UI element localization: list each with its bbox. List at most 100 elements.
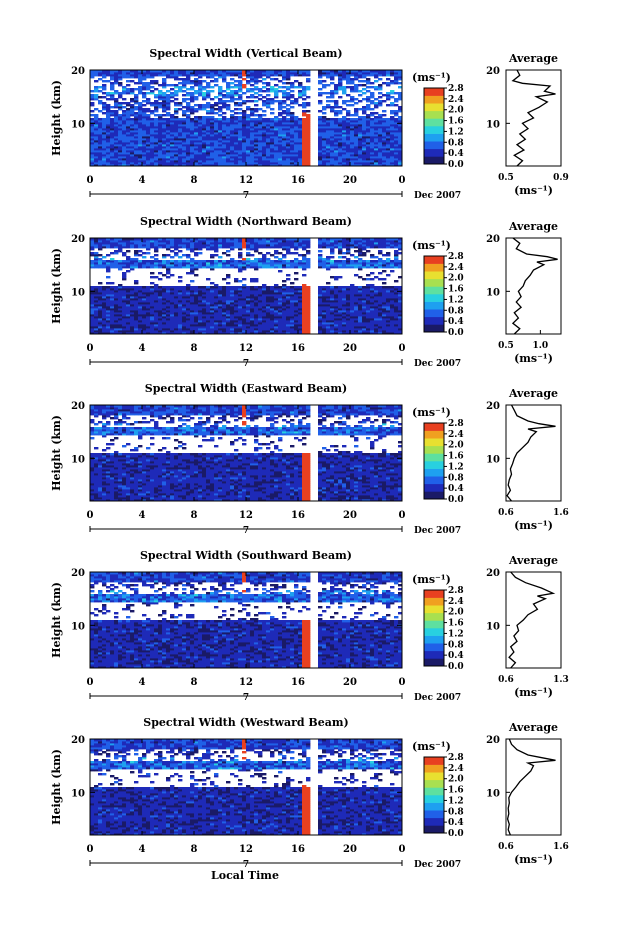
heatmap-cell bbox=[90, 140, 95, 143]
heatmap-cell bbox=[318, 110, 323, 113]
heatmap-cell bbox=[186, 140, 191, 143]
heatmap-cell bbox=[90, 94, 95, 97]
heatmap-cell bbox=[90, 144, 95, 147]
heatmap-cell bbox=[298, 286, 303, 289]
heatmap-cell bbox=[202, 118, 207, 121]
heatmap-cell bbox=[102, 122, 107, 125]
heatmap-cell bbox=[150, 144, 155, 147]
heatmap-cell bbox=[162, 140, 167, 143]
heatmap-cell bbox=[234, 84, 239, 87]
heatmap-cell bbox=[126, 134, 131, 137]
heatmap-cell bbox=[202, 116, 207, 119]
heatmap-cell bbox=[174, 152, 179, 155]
heatmap-cell bbox=[202, 156, 207, 159]
heatmap-cell bbox=[194, 70, 199, 73]
heatmap-cell bbox=[206, 164, 211, 167]
heatmap-cell bbox=[214, 254, 219, 257]
heatmap-cell bbox=[222, 286, 227, 289]
heatmap-cell bbox=[130, 90, 135, 93]
heatmap-cell bbox=[166, 132, 171, 135]
heatmap-cell bbox=[138, 78, 143, 81]
heatmap-cell bbox=[142, 112, 147, 115]
heatmap-cell bbox=[338, 106, 343, 109]
heatmap-cell bbox=[182, 156, 187, 159]
heatmap-cell bbox=[102, 72, 107, 75]
heatmap-cell bbox=[122, 156, 127, 159]
heatmap-cell bbox=[194, 72, 199, 75]
heatmap-cell bbox=[194, 116, 199, 119]
heatmap-cell bbox=[246, 96, 251, 99]
heatmap-cell bbox=[154, 114, 159, 117]
heatmap-cell bbox=[158, 94, 163, 97]
heatmap-cell bbox=[122, 150, 127, 153]
heatmap-cell bbox=[122, 126, 127, 129]
heatmap-cell bbox=[294, 272, 299, 275]
heatmap-cell bbox=[130, 104, 135, 107]
heatmap-cell bbox=[118, 108, 123, 111]
heatmap-cell bbox=[130, 162, 135, 165]
heatmap-cell bbox=[218, 164, 223, 167]
heatmap-cell bbox=[182, 84, 187, 87]
heatmap-cell bbox=[170, 148, 175, 151]
heatmap-cell bbox=[94, 88, 99, 91]
heatmap-cell bbox=[206, 152, 211, 155]
heatmap-cell bbox=[110, 158, 115, 161]
heatmap-cell bbox=[218, 142, 223, 145]
heatmap-cell bbox=[262, 100, 267, 103]
heatmap-cell bbox=[278, 100, 283, 103]
heatmap-cell bbox=[190, 108, 195, 111]
heatmap-cell bbox=[178, 126, 183, 129]
heatmap-cell bbox=[130, 130, 135, 133]
heatmap-cell bbox=[134, 120, 139, 123]
heatmap-cell bbox=[234, 102, 239, 105]
heatmap-cell bbox=[170, 116, 175, 119]
heatmap-cell bbox=[134, 160, 139, 163]
heatmap-cell bbox=[226, 282, 231, 285]
heatmap-cell bbox=[98, 254, 103, 257]
heatmap-cell bbox=[142, 134, 147, 137]
heatmap-cell bbox=[114, 140, 119, 143]
heatmap-cell bbox=[206, 162, 211, 165]
heatmap-cell bbox=[182, 162, 187, 165]
heatmap-cell bbox=[194, 252, 199, 255]
heatmap-cell bbox=[166, 160, 171, 163]
heatmap-cell bbox=[110, 134, 115, 137]
heatmap-cell bbox=[158, 272, 163, 275]
heatmap-cell bbox=[202, 98, 207, 101]
heatmap-cell bbox=[210, 130, 215, 133]
heatmap-cell bbox=[206, 74, 211, 77]
heatmap-cell bbox=[162, 162, 167, 165]
heatmap-cell bbox=[146, 140, 151, 143]
heatmap-cell bbox=[138, 286, 143, 289]
heatmap-cell bbox=[166, 108, 171, 111]
heatmap-cell bbox=[210, 260, 215, 263]
heatmap-cell bbox=[170, 150, 175, 153]
heatmap-cell bbox=[178, 78, 183, 81]
heatmap-cell bbox=[118, 146, 123, 149]
heatmap-cell bbox=[118, 140, 123, 143]
heatmap-cell bbox=[134, 100, 139, 103]
heatmap-cell bbox=[150, 92, 155, 95]
heatmap-cell bbox=[190, 140, 195, 143]
heatmap-cell bbox=[130, 80, 135, 83]
heatmap-cell bbox=[102, 150, 107, 153]
heatmap-cell bbox=[166, 162, 171, 165]
heatmap-cell bbox=[274, 260, 279, 263]
heatmap-cell bbox=[186, 154, 191, 157]
heatmap-cell bbox=[102, 162, 107, 165]
heatmap-cell bbox=[102, 132, 107, 135]
heatmap-cell bbox=[174, 92, 179, 95]
heatmap-cell bbox=[266, 258, 271, 261]
heatmap-cell bbox=[186, 72, 191, 75]
heatmap-cell bbox=[150, 122, 155, 125]
heatmap-cell bbox=[206, 94, 211, 97]
colorbar-tick-label: 0.0 bbox=[448, 160, 464, 170]
heatmap-cell bbox=[110, 92, 115, 95]
heatmap-cell bbox=[122, 122, 127, 125]
heatmap-cell bbox=[118, 92, 123, 95]
heatmap-cell bbox=[382, 94, 387, 97]
heatmap-cell bbox=[262, 86, 267, 89]
heatmap-cell bbox=[258, 286, 263, 289]
heatmap-cell bbox=[138, 138, 143, 141]
heatmap-cell bbox=[146, 92, 151, 95]
